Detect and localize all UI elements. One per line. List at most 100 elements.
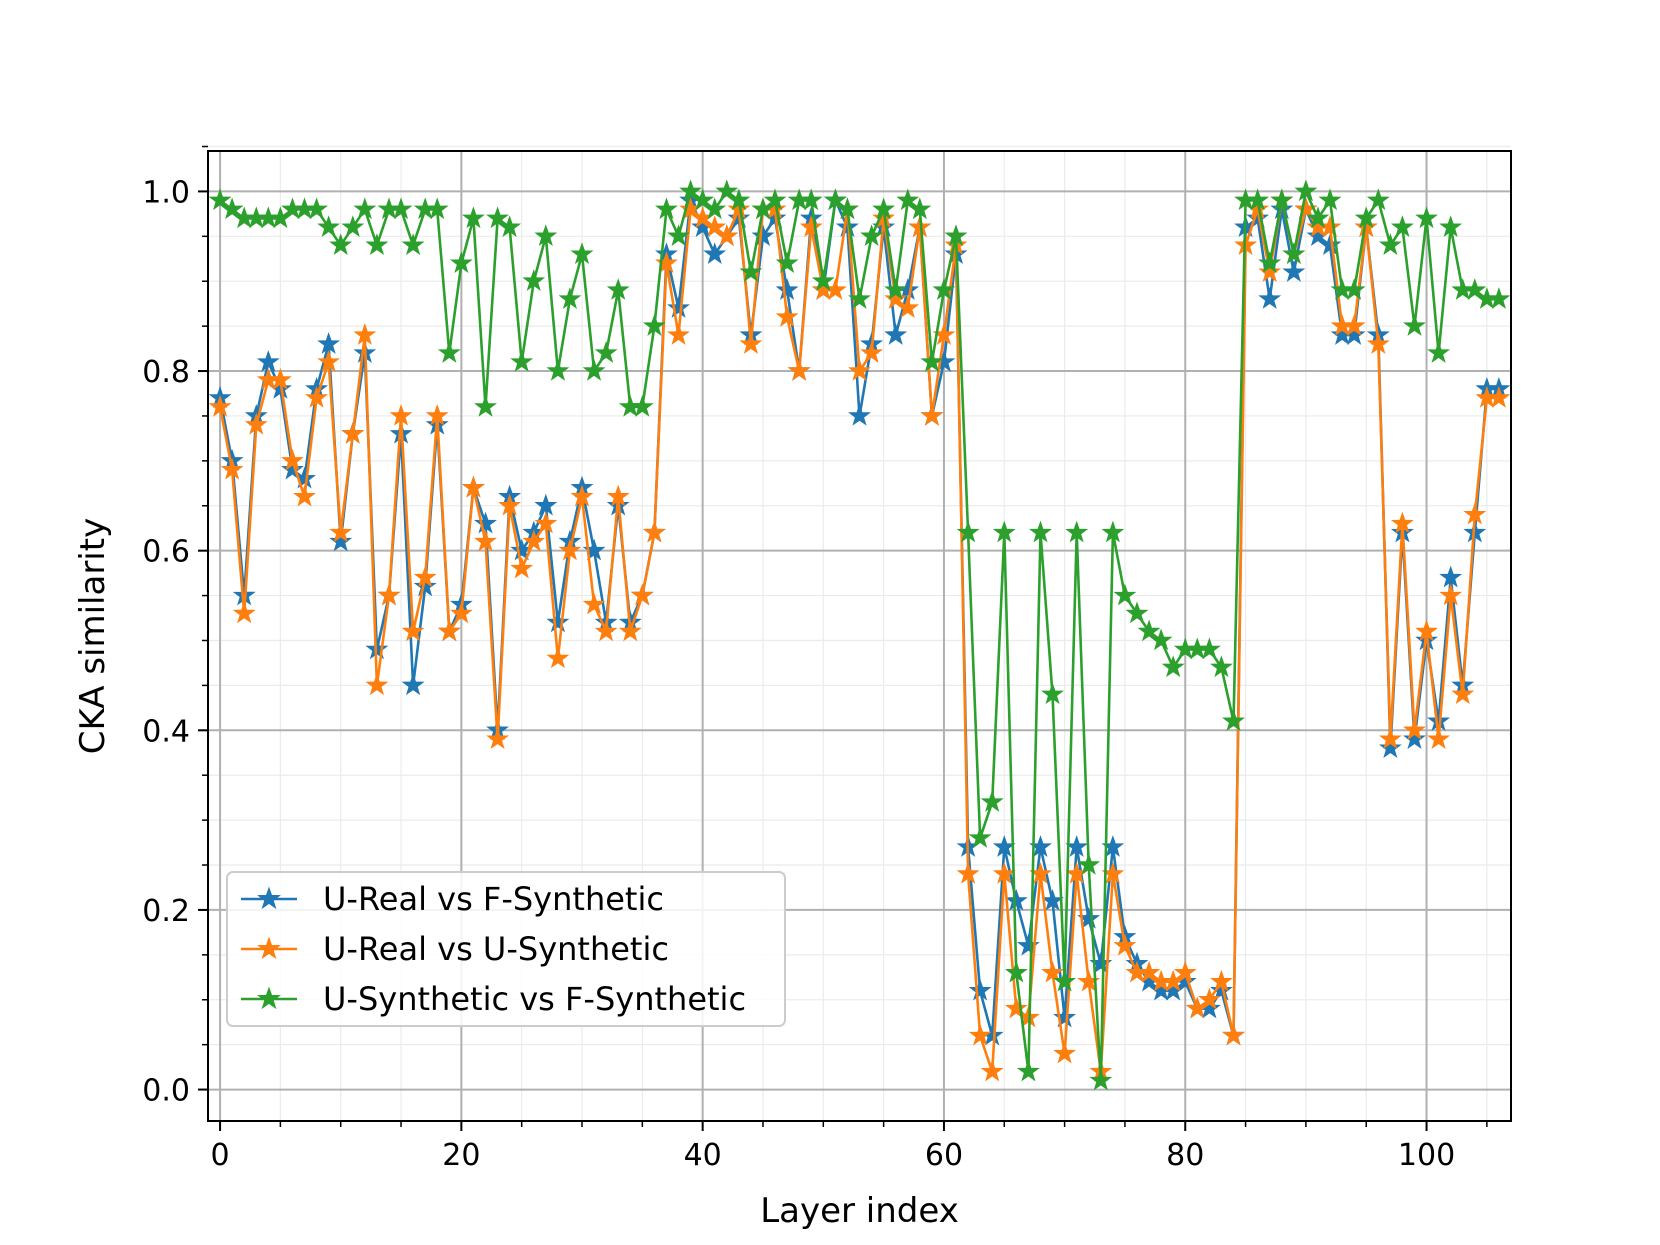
data-point	[1222, 1023, 1245, 1046]
data-point	[1390, 215, 1414, 238]
data-point	[1041, 682, 1064, 705]
data-point	[1077, 852, 1101, 875]
data-point	[992, 861, 1016, 884]
data-point	[655, 197, 678, 220]
data-point	[1318, 233, 1342, 256]
data-point	[582, 592, 606, 615]
data-point	[1403, 314, 1426, 336]
data-point	[1065, 520, 1089, 543]
data-point	[932, 278, 956, 300]
y-tick-label: 0.0	[142, 1074, 190, 1109]
data-point	[341, 215, 365, 238]
y-tick-label: 0.6	[142, 535, 190, 570]
legend-label: U-Real vs U-Synthetic	[323, 930, 669, 968]
data-point	[751, 224, 775, 247]
data-point	[1053, 1041, 1077, 1064]
data-point	[1342, 314, 1366, 336]
data-point	[1403, 718, 1426, 741]
legend: U-Real vs F-Synthetic U-Real vs U-Synthet…	[226, 871, 786, 1027]
data-point	[884, 323, 908, 345]
data-point	[775, 305, 799, 327]
data-point	[365, 673, 389, 696]
x-tick-label: 80	[1166, 1138, 1204, 1173]
data-point	[1415, 619, 1438, 642]
x-tick-label: 100	[1398, 1138, 1455, 1173]
data-point	[389, 403, 413, 426]
data-point	[534, 224, 558, 247]
data-point	[655, 251, 678, 274]
data-point	[1113, 583, 1137, 606]
data-point	[944, 224, 968, 247]
data-point	[437, 341, 461, 363]
legend-box	[226, 871, 786, 1027]
data-point	[1222, 709, 1245, 732]
data-point	[1463, 278, 1487, 300]
data-point	[1378, 736, 1402, 759]
data-point	[703, 215, 727, 238]
data-point	[449, 251, 473, 274]
data-point	[1487, 287, 1511, 309]
data-point	[281, 448, 304, 471]
legend-marker	[257, 886, 281, 910]
data-point	[1125, 601, 1149, 624]
data-point	[739, 332, 763, 354]
data-point	[437, 619, 461, 642]
data-point	[860, 224, 884, 247]
data-point	[848, 403, 871, 426]
data-point	[208, 188, 232, 211]
data-point	[727, 197, 751, 220]
data-point	[667, 323, 690, 345]
data-point	[1282, 260, 1306, 282]
data-point	[1173, 960, 1197, 983]
data-point	[546, 358, 570, 381]
data-point	[884, 287, 908, 309]
data-point	[1246, 206, 1270, 229]
data-point	[558, 538, 582, 561]
y-axis-label: CKA similarity	[73, 518, 113, 754]
data-point	[618, 619, 642, 642]
data-point	[353, 197, 377, 220]
data-point	[1366, 188, 1390, 211]
data-point	[305, 197, 329, 220]
y-tick-label: 1.0	[142, 175, 190, 210]
data-point	[1197, 637, 1221, 660]
data-point	[1258, 251, 1282, 274]
data-point	[1137, 960, 1161, 983]
data-point	[329, 233, 353, 256]
data-point	[606, 278, 630, 300]
data-point	[449, 601, 473, 624]
data-point	[799, 188, 823, 211]
data-point	[1451, 682, 1475, 705]
data-point	[1161, 655, 1185, 678]
data-point	[799, 215, 823, 238]
data-point	[594, 619, 618, 642]
data-point	[630, 394, 654, 417]
data-point	[884, 278, 908, 300]
data-point	[1427, 341, 1451, 363]
data-point	[582, 358, 606, 381]
data-point	[256, 350, 280, 372]
data-point	[534, 493, 558, 516]
data-point	[1427, 727, 1451, 750]
data-point	[1378, 233, 1402, 256]
data-point	[1089, 1068, 1113, 1091]
data-point	[558, 287, 582, 309]
data-point	[1439, 565, 1463, 588]
data-point	[1378, 727, 1402, 750]
data-point	[630, 583, 654, 606]
data-point	[1101, 520, 1125, 543]
data-point	[956, 520, 980, 543]
plot-frame	[207, 150, 1512, 1122]
data-point	[775, 251, 799, 274]
data-point	[329, 520, 353, 543]
data-point	[811, 269, 835, 291]
x-tick-label: 40	[684, 1138, 722, 1173]
data-point	[980, 790, 1004, 812]
data-point	[606, 484, 630, 507]
data-point	[763, 188, 787, 211]
data-point	[1197, 987, 1221, 1010]
data-point	[281, 457, 304, 480]
data-point	[1210, 978, 1233, 1001]
axis-ticks: 0 20 40 60 80 100 0.0 0.2 0.4 0.6 0.8 1.0	[142, 145, 1488, 1173]
data-point	[835, 197, 859, 220]
